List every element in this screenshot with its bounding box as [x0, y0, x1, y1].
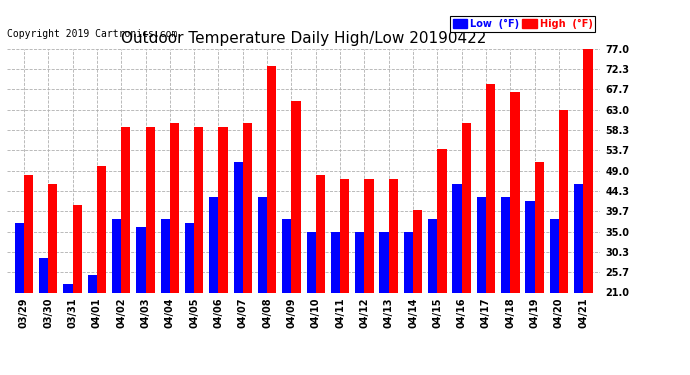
Bar — [525, 201, 535, 292]
Bar — [48, 184, 57, 292]
Bar — [161, 219, 170, 292]
Bar — [209, 197, 219, 292]
Bar — [282, 219, 291, 292]
Bar — [550, 219, 559, 292]
Bar — [194, 127, 204, 292]
Bar — [355, 231, 364, 292]
Bar — [511, 92, 520, 292]
Bar — [267, 66, 277, 292]
Bar — [121, 127, 130, 292]
Bar — [437, 149, 446, 292]
Bar — [535, 162, 544, 292]
Bar — [574, 184, 583, 292]
Bar — [331, 231, 340, 292]
Bar — [14, 223, 24, 292]
Bar — [146, 127, 155, 292]
Bar — [428, 219, 437, 292]
Bar — [340, 179, 349, 292]
Bar — [243, 123, 252, 292]
Bar — [316, 175, 325, 292]
Bar — [380, 231, 388, 292]
Bar — [291, 101, 301, 292]
Bar — [477, 197, 486, 292]
Bar — [39, 258, 48, 292]
Legend: Low  (°F), High  (°F): Low (°F), High (°F) — [450, 16, 595, 32]
Bar — [112, 219, 121, 292]
Bar — [462, 123, 471, 292]
Bar — [72, 206, 82, 292]
Bar — [404, 231, 413, 292]
Bar — [559, 110, 568, 292]
Bar — [97, 166, 106, 292]
Bar — [583, 49, 593, 292]
Bar — [364, 179, 374, 292]
Title: Outdoor Temperature Daily High/Low 20190422: Outdoor Temperature Daily High/Low 20190… — [121, 31, 486, 46]
Bar — [306, 231, 316, 292]
Bar — [185, 223, 194, 292]
Bar — [137, 227, 146, 292]
Bar — [88, 275, 97, 292]
Bar — [170, 123, 179, 292]
Text: Copyright 2019 Cartronics.com: Copyright 2019 Cartronics.com — [7, 29, 177, 39]
Bar — [453, 184, 462, 292]
Bar — [258, 197, 267, 292]
Bar — [24, 175, 33, 292]
Bar — [413, 210, 422, 292]
Bar — [501, 197, 511, 292]
Bar — [219, 127, 228, 292]
Bar — [486, 84, 495, 292]
Bar — [63, 284, 72, 292]
Bar — [233, 162, 243, 292]
Bar — [388, 179, 398, 292]
